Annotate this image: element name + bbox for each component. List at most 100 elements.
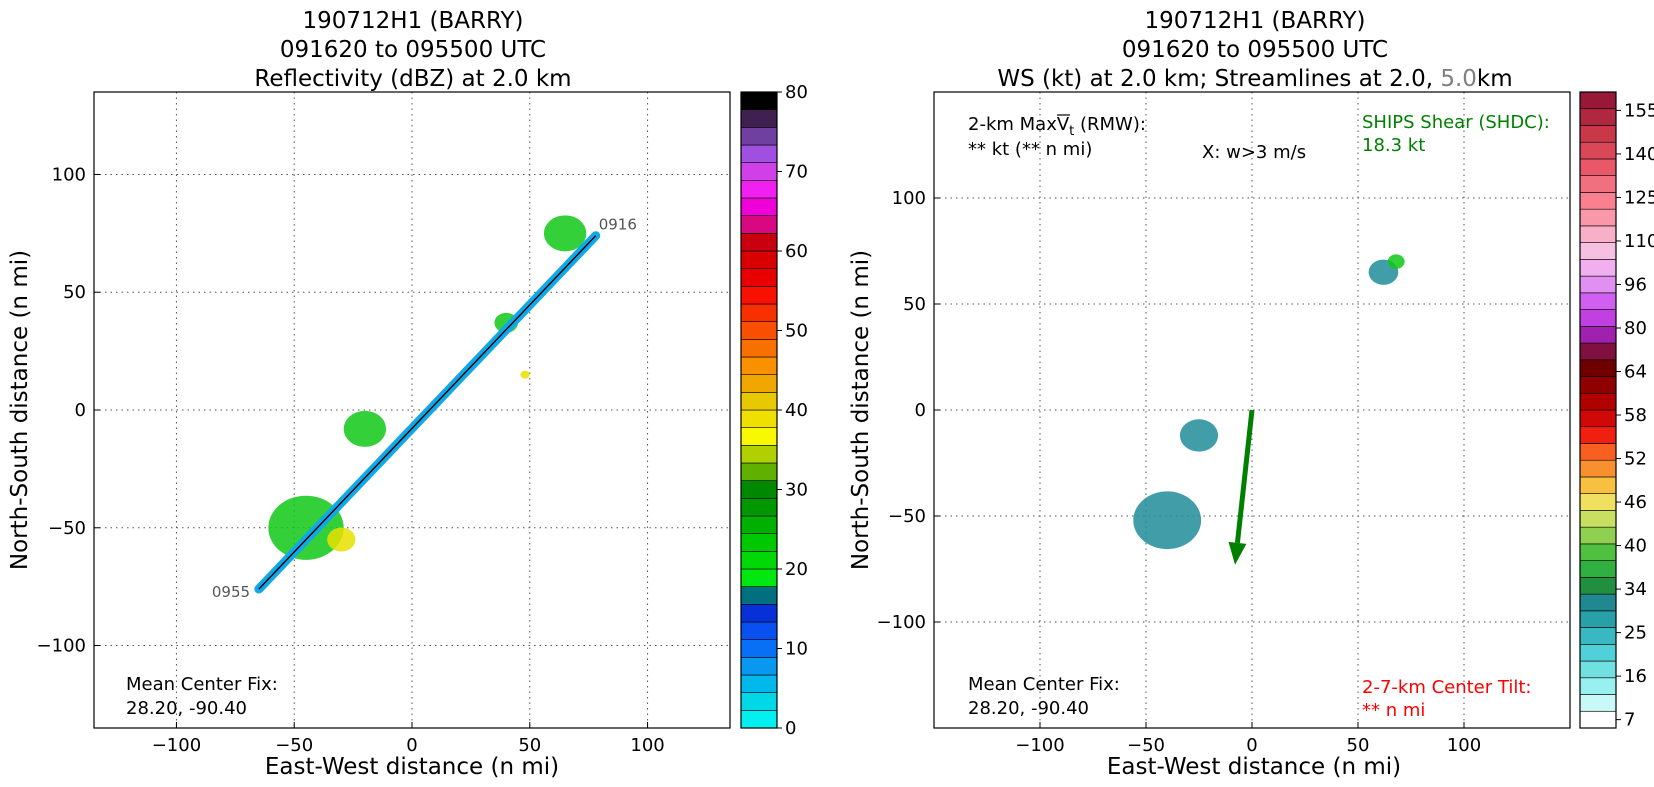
left-colorbar-cell (740, 586, 778, 605)
right-colorbar-cell (1579, 644, 1617, 662)
right-y-tick-label: 100 (892, 188, 926, 209)
left-colorbar-cell (740, 657, 778, 676)
left-colorbar-cell (740, 392, 778, 411)
shear-vector-shaft (1234, 409, 1255, 544)
right-region-green (1387, 254, 1405, 269)
right-colorbar-cell (1579, 560, 1617, 578)
right-colorbar-label: 110 (1624, 231, 1654, 252)
right-colorbar-cell (1579, 242, 1617, 260)
left-colorbar-cell (740, 233, 778, 252)
left-colorbar-cell (740, 462, 778, 481)
left-colorbar-cell (740, 215, 778, 234)
right-colorbar-cell (1579, 392, 1617, 411)
right-title-line3-prefix: WS (kt) at 2.0 km; Streamlines at 2.0, (997, 66, 1440, 92)
right-colorbar-cell (1579, 208, 1617, 227)
left-y-tick-label: 100 (52, 164, 86, 185)
left-gridlines (94, 92, 730, 728)
left-colorbar-cell (740, 109, 778, 128)
right-maxvt-main: 2-km MaxV (968, 114, 1070, 135)
left-axis-ticks: −100 −50 0 50 100 −100 −50 0 50 100 (37, 164, 665, 756)
right-region-teal (1133, 491, 1202, 550)
right-colorbar-label: 40 (1624, 536, 1647, 557)
right-colorbar: 7 16 25 34 40 46 52 58 64 80 96 110 125 140 155 (1579, 91, 1654, 731)
left-colorbar-label: 0 (785, 718, 796, 739)
right-colorbar-cell (1579, 493, 1617, 511)
left-colorbar-cell (740, 621, 778, 640)
left-colorbar-cell (740, 162, 778, 181)
left-colorbar-label: 60 (785, 241, 808, 262)
right-colorbar-cell (1579, 660, 1617, 679)
right-title-line3: WS (kt) at 2.0 km; Streamlines at 2.0, 5… (997, 66, 1512, 92)
left-colorbar-cell (740, 639, 778, 658)
right-center-fix-line1: Mean Center Fix: (968, 674, 1120, 695)
left-colorbar-cell (740, 374, 778, 393)
right-colorbar-cell (1579, 543, 1617, 561)
right-colorbar-cell (1579, 409, 1617, 428)
right-axis-ticks: −100 −50 0 50 100 −100 −50 0 50 100 (877, 188, 1482, 756)
right-colorbar-label: 52 (1624, 449, 1647, 470)
shear-vector-head (1228, 541, 1247, 565)
right-colorbar-cell (1579, 577, 1617, 595)
left-y-tick-label: 0 (75, 400, 86, 421)
left-center-fix-line1: Mean Center Fix: (126, 674, 278, 695)
left-x-axis-label: East-West distance (n mi) (265, 754, 559, 780)
right-colorbar-label: 16 (1624, 666, 1647, 687)
right-x-axis-label: East-West distance (n mi) (1107, 754, 1401, 780)
left-colorbar-cell (740, 268, 778, 287)
left-y-tick-label: 50 (63, 282, 86, 303)
right-colorbar-cell (1579, 710, 1617, 729)
right-colorbar-cell (1579, 309, 1617, 327)
left-x-tick-label: 0 (406, 735, 417, 756)
right-shear-line1: SHIPS Shear (SHDC): (1362, 112, 1550, 133)
right-wind-regions (1133, 254, 1405, 550)
track-start-label: 0916 (599, 216, 637, 234)
left-panel: 190712H1 (BARRY) 091620 to 095500 UTC Re… (7, 8, 808, 780)
right-colorbar-label: 7 (1624, 710, 1635, 731)
right-colorbar-label: 125 (1624, 187, 1654, 208)
right-colorbar-cell (1579, 326, 1617, 344)
track-end-label: 0955 (212, 583, 250, 601)
right-x-tick-label: 100 (1447, 735, 1481, 756)
right-colorbar-cell (1579, 376, 1617, 394)
left-colorbar-cell (740, 604, 778, 623)
left-colorbar-cell (740, 568, 778, 587)
track-line (258, 235, 597, 590)
left-y-tick-label: −50 (48, 518, 86, 539)
left-region-green (268, 495, 344, 560)
right-center-fix-line2: 28.20, -90.40 (968, 698, 1089, 719)
right-colorbar-cell (1579, 225, 1617, 243)
right-region-teal (1179, 419, 1219, 452)
right-colorbar-cell (1579, 275, 1617, 294)
left-x-tick-label: 100 (630, 735, 664, 756)
right-panel: 190712H1 (BARRY) 091620 to 095500 UTC WS… (848, 8, 1654, 780)
left-y-tick-label: −100 (37, 636, 86, 657)
left-colorbar-label: 20 (785, 559, 808, 580)
right-colorbar-cell (1579, 158, 1617, 176)
right-colorbar-cell (1579, 426, 1617, 444)
left-colorbar-cell (740, 551, 778, 570)
left-y-axis-label: North-South distance (n mi) (7, 250, 33, 570)
left-x-tick-label: −50 (275, 735, 313, 756)
left-colorbar-cell (740, 515, 778, 534)
right-tilt-line2: ** n mi (1362, 700, 1425, 721)
right-x-tick-label: −100 (1015, 735, 1064, 756)
right-colorbar-cell (1579, 510, 1617, 528)
left-colorbar-cell (740, 321, 778, 340)
right-colorbar-cell (1579, 108, 1617, 126)
left-colorbar-cell (740, 127, 778, 146)
right-colorbar-label: 80 (1624, 318, 1647, 339)
right-colorbar-cell (1579, 342, 1617, 361)
right-colorbar-label: 25 (1624, 623, 1647, 644)
left-colorbar-cell (740, 91, 778, 110)
left-colorbar-label: 80 (785, 82, 808, 103)
right-colorbar-cell (1579, 627, 1617, 645)
left-colorbar-label: 10 (785, 639, 808, 660)
right-y-tick-label: 50 (903, 294, 926, 315)
left-region-green (543, 215, 587, 252)
left-colorbar-cell (740, 710, 778, 729)
left-colorbar-cell (740, 480, 778, 499)
right-colorbar-frame (1579, 91, 1617, 729)
left-plot-frame (93, 91, 731, 729)
right-maxvt-tail: (RMW): (1074, 114, 1146, 135)
left-x-tick-label: −100 (152, 735, 201, 756)
